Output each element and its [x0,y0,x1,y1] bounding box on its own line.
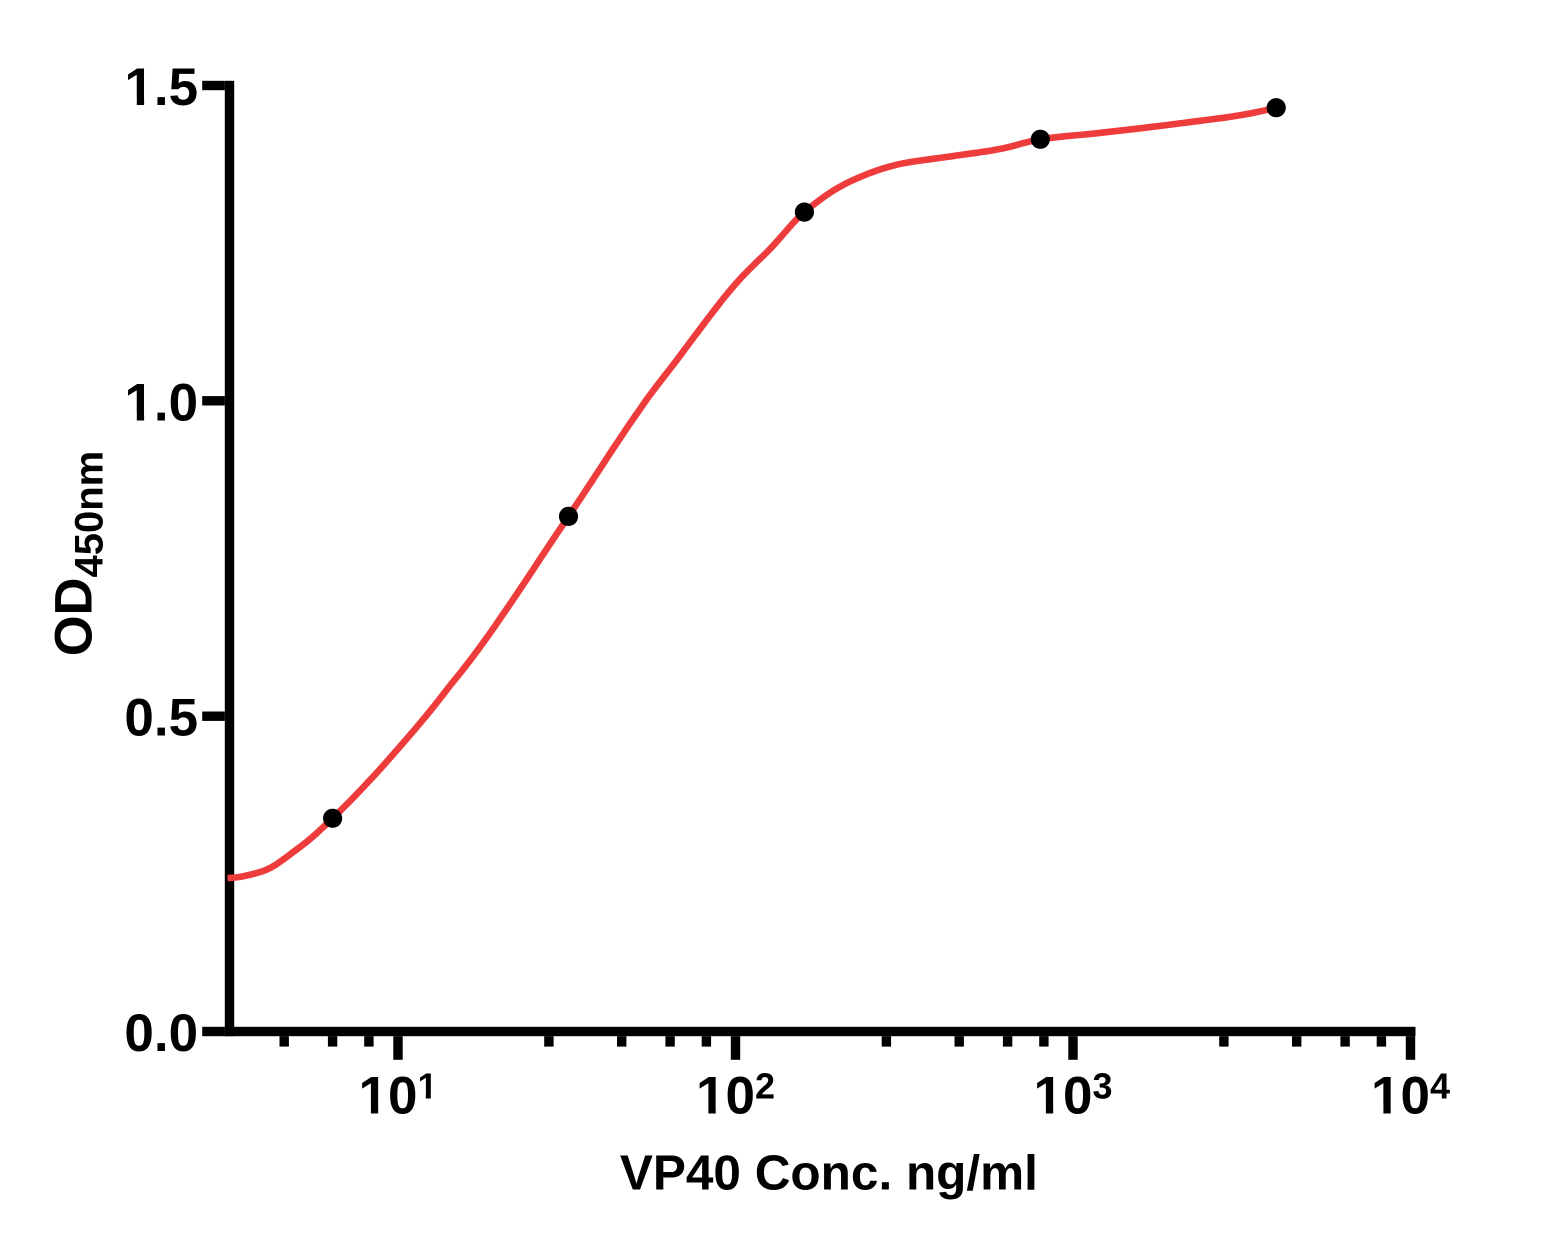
svg-text:0.5: 0.5 [124,689,198,748]
svg-text:1.5: 1.5 [124,58,198,117]
svg-text:VP40 Conc. ng/ml: VP40 Conc. ng/ml [620,1145,1038,1200]
svg-text:1.0: 1.0 [124,373,198,432]
svg-text:0.0: 0.0 [124,1004,198,1063]
svg-text:102: 102 [696,1066,775,1126]
